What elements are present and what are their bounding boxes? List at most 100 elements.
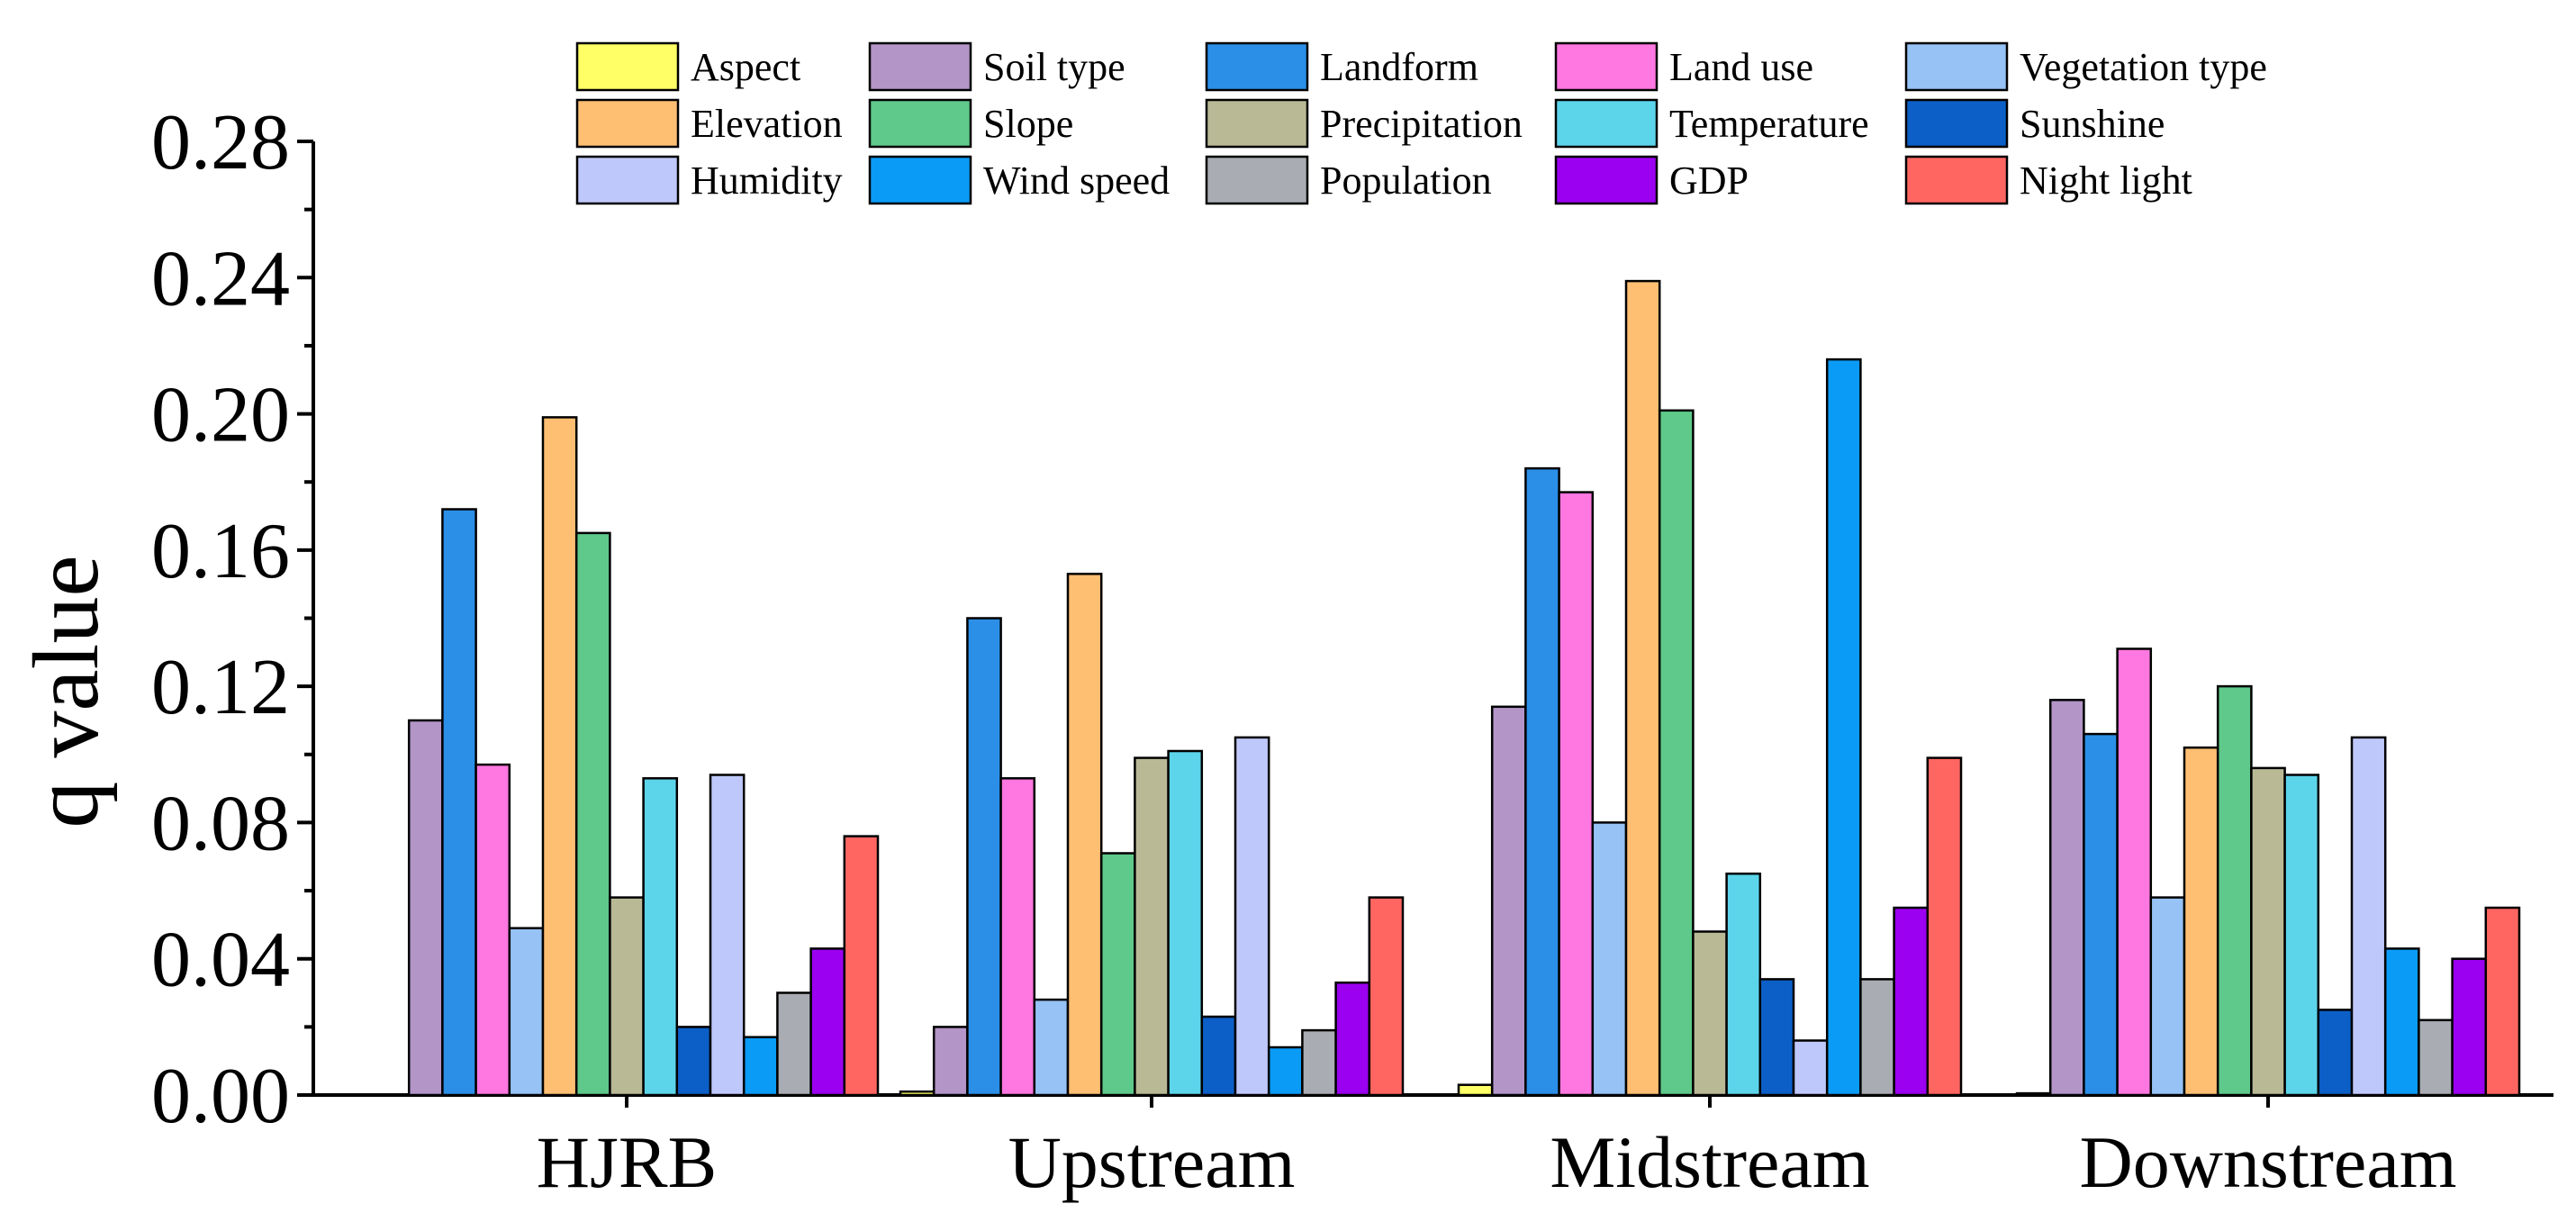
bar-midstream-temperature: [1725, 872, 1762, 1097]
legend-item-landform: Landform: [1205, 41, 1478, 92]
bar-downstream-precipitation: [2250, 766, 2286, 1097]
bar-hjrb-population: [776, 991, 812, 1097]
bar-midstream-slope: [1658, 409, 1695, 1097]
legend-label-elevation: Elevation: [691, 102, 843, 146]
x-category-label-downstream: Downstream: [2079, 1121, 2456, 1203]
legend-item-vegetation-type: Vegetation type: [1904, 41, 2267, 92]
bar-upstream-aspect: [899, 1090, 935, 1097]
legend-swatch-land-use: [1554, 41, 1659, 92]
bar-midstream-humidity: [1792, 1039, 1829, 1097]
legend-swatch-sunshine: [1904, 98, 2009, 149]
bar-upstream-landform: [966, 617, 1002, 1097]
bar-hjrb-humidity: [709, 774, 746, 1097]
y-ticks: 0.00 0.04 0.08 0.12 0.16 0.20 0.24 0.28: [151, 99, 290, 1140]
bar-midstream-precipitation: [1692, 930, 1728, 1097]
y-axis-title: q value: [14, 555, 118, 828]
legend-label-vegetation-type: Vegetation type: [2020, 45, 2267, 89]
bar-hjrb-landform: [441, 508, 477, 1097]
bar-downstream-aspect: [2015, 1091, 2052, 1097]
bar-midstream-sunshine: [1758, 978, 1795, 1097]
bar-midstream-landform: [1524, 466, 1560, 1097]
legend-swatch-temperature: [1554, 98, 1659, 149]
legend-item-temperature: Temperature: [1554, 98, 1869, 149]
legend-swatch-population: [1205, 155, 1309, 205]
legend-item-wind-speed: Wind speed: [868, 155, 1170, 205]
legend-item-population: Population: [1205, 155, 1492, 205]
bar-upstream-night-light: [1368, 896, 1405, 1097]
legend-swatch-vegetation-type: [1904, 41, 2009, 92]
bar-downstream-landform: [2083, 732, 2119, 1097]
legend-swatch-precipitation: [1205, 98, 1309, 149]
bar-downstream-soil-type: [2048, 699, 2085, 1097]
legend-swatch-night-light: [1904, 155, 2009, 205]
bar-hjrb-night-light: [843, 835, 880, 1097]
legend-label-temperature: Temperature: [1669, 102, 1869, 146]
legend-swatch-slope: [868, 98, 972, 149]
bar-hjrb-precipitation: [609, 896, 645, 1097]
bar-upstream-land-use: [999, 777, 1036, 1097]
legend-item-humidity: Humidity: [575, 155, 843, 205]
legend-item-aspect: Aspect: [575, 41, 800, 92]
legend-swatch-humidity: [575, 155, 680, 205]
legend-swatch-soil-type: [868, 41, 972, 92]
legend: Aspect Soil type Landform Land use Veget…: [575, 41, 2267, 205]
bar-midstream-wind-speed: [1825, 358, 1862, 1097]
x-category-label-midstream: Midstream: [1550, 1121, 1869, 1203]
legend-swatch-wind-speed: [868, 155, 972, 205]
legend-label-sunshine: Sunshine: [2020, 102, 2165, 146]
y-tick-label-0: 0.00: [151, 1053, 290, 1140]
bar-hjrb-temperature: [642, 777, 679, 1097]
bar-upstream-precipitation: [1134, 756, 1170, 1097]
bar-hjrb-slope: [574, 531, 611, 1097]
y-tick-label-2: 0.08: [151, 780, 290, 867]
bar-midstream-aspect: [1457, 1083, 1494, 1097]
bar-downstream-land-use: [2116, 647, 2153, 1097]
y-tick-label-6: 0.24: [151, 235, 290, 322]
legend-swatch-elevation: [575, 98, 680, 149]
bar-hjrb-vegetation-type: [508, 927, 545, 1097]
bar-midstream-soil-type: [1490, 705, 1527, 1097]
bar-downstream-slope: [2216, 684, 2253, 1097]
bar-hjrb-land-use: [475, 763, 511, 1097]
legend-label-land-use: Land use: [1669, 45, 1813, 89]
legend-item-soil-type: Soil type: [868, 41, 1125, 92]
legend-item-slope: Slope: [868, 98, 1073, 149]
bar-upstream-vegetation-type: [1033, 998, 1070, 1097]
bar-upstream-temperature: [1167, 749, 1204, 1097]
legend-item-gdp: GDP: [1554, 155, 1749, 205]
x-category-labels: HJRB Upstream Midstream Downstream: [537, 1121, 2457, 1203]
bar-upstream-population: [1301, 1028, 1337, 1097]
bar-hjrb-soil-type: [407, 719, 444, 1097]
bar-hjrb-sunshine: [675, 1026, 712, 1097]
bar-midstream-land-use: [1558, 491, 1595, 1097]
bar-downstream-gdp: [2451, 957, 2488, 1097]
bar-upstream-gdp: [1334, 981, 1371, 1097]
bar-downstream-temperature: [2283, 774, 2320, 1097]
bar-downstream-night-light: [2484, 906, 2521, 1097]
y-tick-label-7: 0.28: [151, 99, 290, 186]
bars: [407, 279, 2521, 1097]
bar-midstream-elevation: [1624, 279, 1661, 1097]
bar-midstream-night-light: [1926, 756, 1963, 1097]
bar-downstream-elevation: [2183, 746, 2219, 1097]
bar-upstream-elevation: [1066, 573, 1103, 1097]
legend-label-precipitation: Precipitation: [1320, 102, 1523, 146]
legend-item-precipitation: Precipitation: [1205, 98, 1523, 149]
bar-downstream-population: [2418, 1018, 2454, 1097]
legend-label-humidity: Humidity: [691, 158, 843, 203]
legend-item-land-use: Land use: [1554, 41, 1813, 92]
legend-label-wind-speed: Wind speed: [983, 158, 1170, 203]
legend-label-soil-type: Soil type: [983, 45, 1125, 89]
legend-swatch-aspect: [575, 41, 680, 92]
legend-label-landform: Landform: [1320, 45, 1478, 89]
bar-upstream-wind-speed: [1267, 1045, 1304, 1097]
bar-downstream-vegetation-type: [2149, 896, 2186, 1097]
y-tick-label-5: 0.20: [151, 372, 290, 459]
bar-hjrb-gdp: [809, 947, 846, 1097]
bar-downstream-humidity: [2350, 736, 2387, 1097]
bar-upstream-soil-type: [932, 1026, 969, 1097]
bar-upstream-sunshine: [1200, 1015, 1237, 1097]
legend-label-slope: Slope: [983, 102, 1073, 146]
legend-label-night-light: Night light: [2020, 158, 2192, 203]
